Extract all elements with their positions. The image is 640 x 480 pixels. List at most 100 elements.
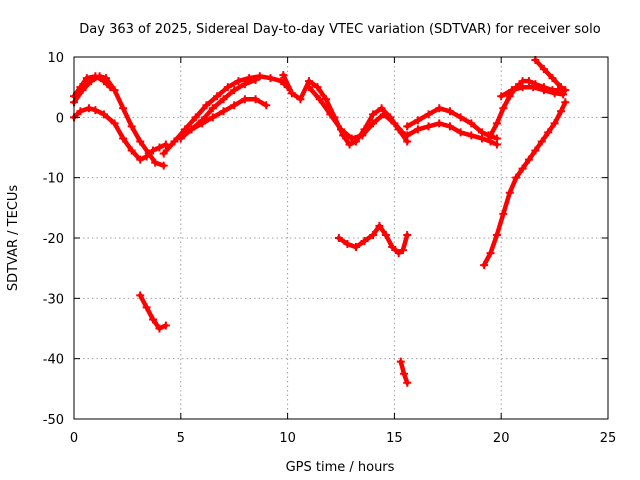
data-point-marker: [219, 95, 228, 104]
series-track-10: [404, 121, 500, 147]
data-point-marker: [345, 140, 354, 149]
data-point-marker: [240, 80, 249, 89]
data-point-marker: [202, 101, 211, 110]
data-point-marker: [149, 146, 158, 155]
data-point-marker: [255, 72, 264, 81]
data-point-marker: [99, 77, 108, 86]
data-point-marker: [550, 89, 559, 98]
data-series: [70, 56, 570, 387]
y-tick-label: -50: [43, 413, 64, 428]
data-point-marker: [375, 221, 384, 230]
data-point-marker: [537, 137, 546, 146]
data-point-marker: [561, 86, 570, 95]
data-point-marker: [518, 83, 527, 92]
data-point-marker: [159, 149, 168, 158]
data-point-marker: [492, 140, 501, 149]
data-point-marker: [539, 65, 548, 74]
data-point-marker: [445, 122, 454, 131]
data-point-marker: [403, 131, 412, 140]
data-point-marker: [435, 119, 444, 128]
data-point-marker: [223, 83, 232, 92]
data-point-marker: [91, 106, 100, 115]
data-point-marker: [544, 128, 553, 137]
data-point-marker: [142, 303, 151, 312]
series-track-8: [306, 84, 408, 141]
data-point-marker: [82, 74, 91, 83]
chart-title: Day 363 of 2025, Sidereal Day-to-day VTE…: [79, 22, 600, 37]
data-point-marker: [390, 119, 399, 128]
data-point-marker: [149, 315, 158, 324]
data-point-marker: [84, 104, 93, 113]
series-track-16: [336, 223, 410, 256]
data-point-marker: [106, 83, 115, 92]
data-point-marker: [477, 134, 486, 143]
x-tick-label: 10: [279, 431, 296, 446]
data-point-marker: [467, 119, 476, 128]
y-tick-label: 10: [47, 51, 64, 66]
data-point-marker: [557, 107, 566, 116]
y-tick-label: -30: [43, 292, 64, 307]
y-tick-label: -40: [43, 353, 64, 368]
data-point-marker: [262, 101, 271, 110]
y-tick-label: -20: [43, 232, 64, 247]
data-point-marker: [337, 125, 345, 134]
data-point-marker: [456, 113, 465, 122]
data-point-marker: [136, 137, 145, 146]
data-point-marker: [467, 131, 476, 140]
data-point-marker: [213, 92, 222, 101]
data-point-marker: [456, 128, 465, 137]
x-tick-label: 20: [493, 431, 510, 446]
data-point-marker: [492, 119, 501, 128]
data-point-marker: [304, 83, 313, 92]
data-point-marker: [136, 291, 145, 300]
data-point-marker: [155, 324, 164, 333]
series-track-7: [281, 72, 410, 147]
data-point-marker: [403, 122, 412, 131]
data-point-marker: [127, 122, 136, 131]
data-point-marker: [279, 71, 288, 80]
data-point-marker: [518, 164, 527, 173]
data-point-marker: [296, 95, 305, 104]
data-point-marker: [151, 158, 160, 167]
data-point-marker: [394, 249, 403, 258]
data-point-marker: [326, 110, 335, 119]
data-point-marker: [155, 143, 164, 152]
data-point-marker: [347, 134, 356, 143]
data-point-marker: [381, 230, 390, 239]
data-point-marker: [208, 104, 217, 113]
axis-ticks: 0 5 10 15 20 25 -50 -40 -30 -20 -10 0 10: [43, 51, 617, 446]
x-axis-label: GPS time / hours: [286, 460, 395, 475]
data-point-marker: [76, 107, 85, 116]
y-tick-label: 0: [56, 111, 64, 126]
data-point-marker: [127, 146, 136, 155]
data-point-marker: [486, 249, 495, 258]
data-point-marker: [251, 75, 260, 84]
series-track-15: [137, 293, 169, 331]
data-point-marker: [110, 119, 119, 128]
data-point-marker: [413, 125, 422, 134]
data-point-marker: [524, 155, 533, 164]
data-point-marker: [313, 83, 322, 92]
data-point-marker: [403, 230, 412, 239]
x-tick-label: 15: [386, 431, 403, 446]
data-point-marker: [531, 146, 540, 155]
data-point-marker: [230, 86, 239, 95]
data-point-marker: [76, 83, 85, 92]
data-point-marker: [529, 83, 538, 92]
data-point-marker: [524, 77, 533, 86]
data-point-marker: [369, 230, 378, 239]
data-point-marker: [400, 369, 409, 378]
data-point-marker: [369, 110, 378, 119]
data-point-marker: [398, 246, 407, 255]
data-point-marker: [208, 113, 217, 122]
data-point-marker: [360, 237, 369, 246]
data-point-marker: [161, 321, 170, 330]
data-point-marker: [369, 119, 378, 128]
x-tick-label: 25: [600, 431, 617, 446]
data-point-marker: [388, 243, 397, 252]
data-point-marker: [377, 104, 386, 113]
data-point-marker: [435, 104, 444, 113]
data-point-marker: [198, 119, 207, 128]
data-point-marker: [251, 95, 260, 104]
